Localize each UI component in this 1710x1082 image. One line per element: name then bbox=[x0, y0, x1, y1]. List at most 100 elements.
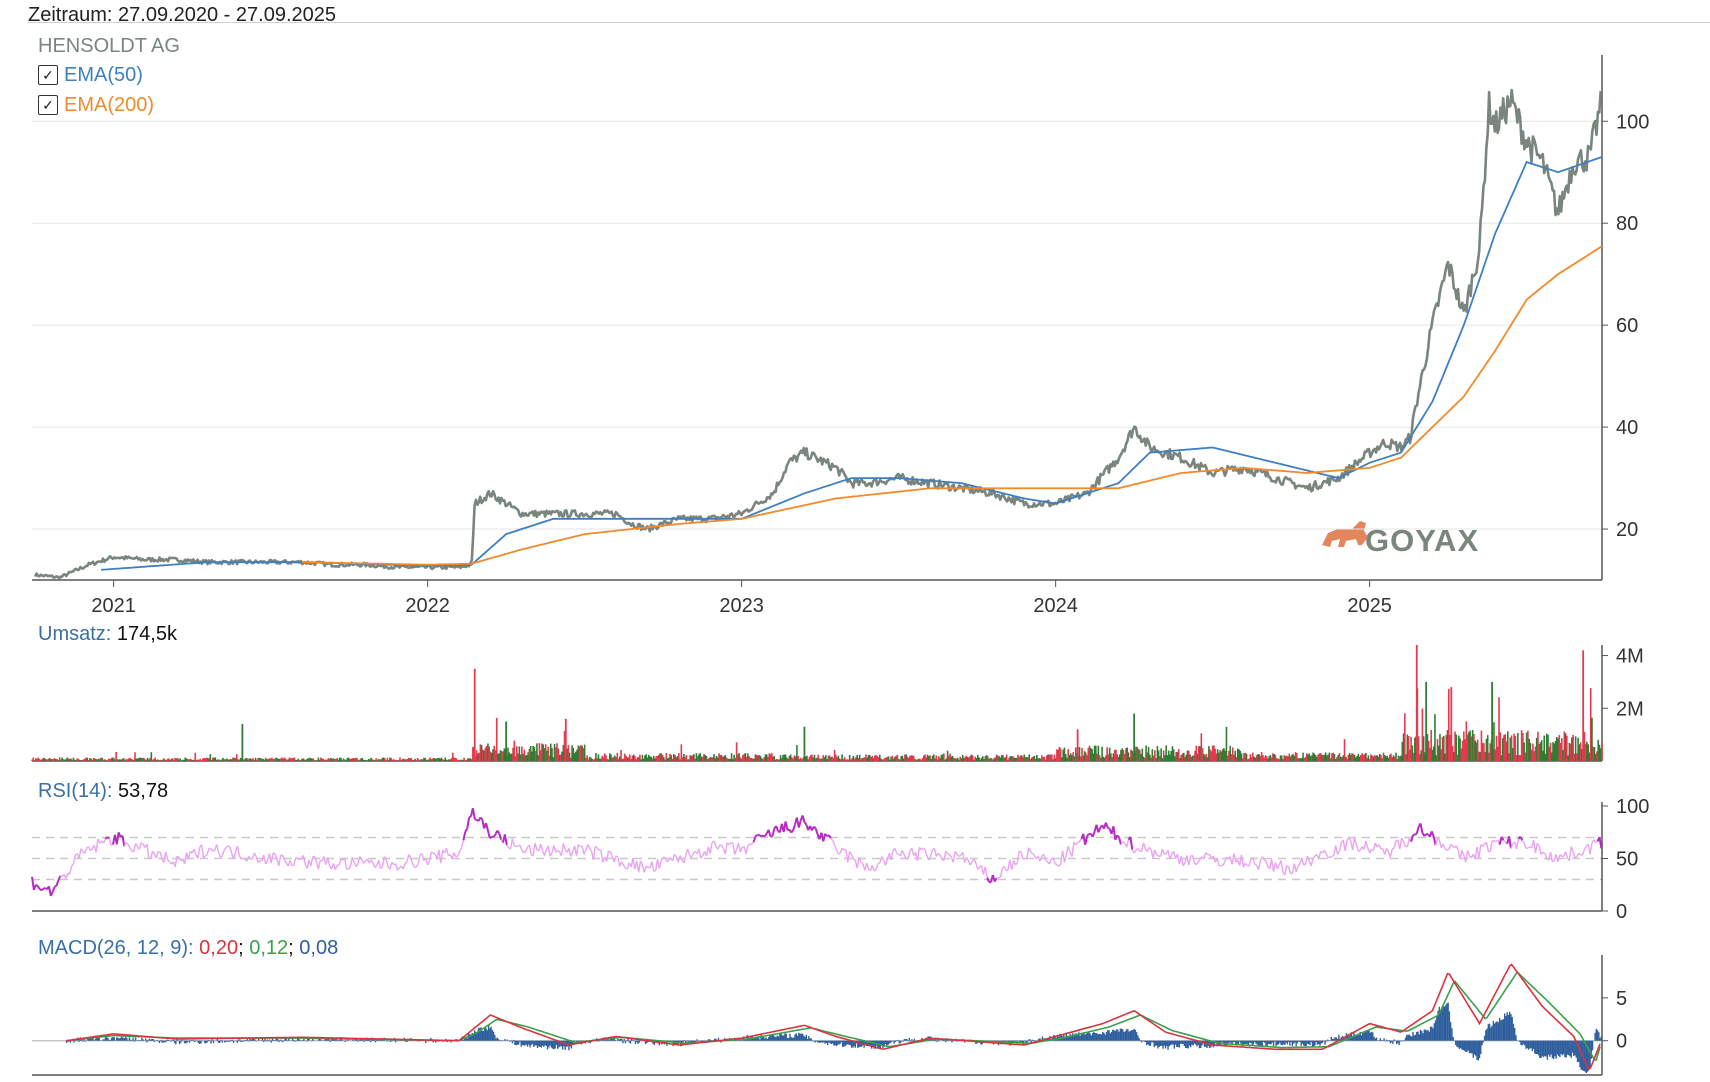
rsi-segment bbox=[1020, 851, 1024, 860]
rsi-segment bbox=[1489, 840, 1493, 852]
rsi-segment bbox=[621, 861, 625, 866]
rsi-segment bbox=[1071, 842, 1075, 857]
rsi-segment bbox=[1297, 863, 1301, 867]
rsi-segment bbox=[575, 844, 580, 856]
rsi-segment bbox=[479, 816, 484, 821]
rsi-segment bbox=[890, 850, 894, 860]
rsi-segment bbox=[803, 821, 808, 826]
rsi-segment bbox=[440, 849, 444, 864]
rsi-segment bbox=[762, 834, 766, 838]
rsi-segment bbox=[165, 851, 169, 860]
rsi-segment bbox=[1465, 850, 1469, 863]
rsi-segment bbox=[1270, 858, 1275, 872]
rsi-segment bbox=[901, 850, 905, 856]
rsi-segment bbox=[1581, 849, 1586, 856]
rsi-segment bbox=[425, 857, 429, 866]
rsi-segment bbox=[174, 856, 178, 867]
rsi-segment bbox=[822, 833, 827, 842]
y-tick-label: 4M bbox=[1616, 646, 1644, 668]
rsi-segment bbox=[1540, 851, 1544, 855]
rsi-segment bbox=[1549, 852, 1554, 862]
macd-value: 0,20 bbox=[199, 937, 239, 959]
rsi-segment bbox=[509, 838, 514, 850]
rsi-segment bbox=[528, 844, 532, 856]
rsi-segment bbox=[1450, 843, 1453, 847]
rsi-segment bbox=[394, 863, 399, 871]
rsi-segment bbox=[84, 847, 88, 854]
rsi-segment bbox=[884, 859, 889, 866]
rsi-segment bbox=[460, 840, 465, 848]
rsi-segment bbox=[1351, 837, 1356, 851]
ema50-legend-item[interactable]: ✓ EMA(50) bbox=[38, 60, 180, 90]
rsi-segment bbox=[1257, 860, 1262, 870]
rsi-segment bbox=[313, 856, 318, 862]
rsi-segment bbox=[359, 856, 363, 861]
rsi-segment bbox=[993, 877, 998, 883]
rsi-segment bbox=[747, 843, 751, 847]
rsi-segment bbox=[1402, 841, 1407, 847]
rsi-segment bbox=[140, 842, 144, 845]
rsi-segment bbox=[596, 847, 600, 851]
price-panel: 20 40 60 80 100 2021 2022 2023 2024 2025 bbox=[32, 55, 1649, 617]
rsi-segment bbox=[758, 834, 762, 837]
rsi-segment bbox=[839, 847, 843, 854]
rsi-segment bbox=[523, 851, 526, 854]
rsi-segment bbox=[176, 855, 180, 858]
rsi-segment bbox=[933, 848, 938, 857]
rsi-segment bbox=[187, 851, 191, 860]
rsi-segment bbox=[506, 844, 510, 849]
rsi-segment bbox=[737, 843, 742, 853]
bull-logo-icon bbox=[1322, 521, 1368, 547]
rsi-segment bbox=[445, 848, 450, 856]
rsi-segment bbox=[99, 840, 103, 844]
rsi-segment bbox=[519, 845, 523, 851]
rsi-segment bbox=[200, 844, 205, 858]
rsi-segment bbox=[1169, 853, 1173, 860]
rsi-segment bbox=[310, 856, 314, 867]
rsi-segment bbox=[1593, 839, 1597, 843]
ema200-checkbox[interactable]: ✓ bbox=[38, 95, 58, 115]
rsi-segment bbox=[1018, 850, 1022, 853]
rsi-segment bbox=[1052, 857, 1056, 864]
rsi-segment bbox=[129, 847, 133, 852]
rsi-segment bbox=[728, 842, 732, 846]
rsi-segment bbox=[49, 891, 54, 897]
rsi-segment bbox=[734, 848, 738, 855]
rsi-segment bbox=[428, 851, 433, 861]
rsi-segment bbox=[920, 847, 924, 851]
rsi-segment bbox=[877, 862, 881, 865]
rsi-segment bbox=[764, 832, 768, 837]
y-tick-label: 100 bbox=[1616, 111, 1649, 133]
rsi-segment bbox=[1355, 844, 1360, 852]
rsi-segment bbox=[251, 852, 255, 860]
rsi-segment bbox=[391, 861, 395, 866]
rsi-segment bbox=[1437, 837, 1440, 841]
rsi-segment bbox=[847, 851, 851, 863]
rsi-segment bbox=[594, 845, 598, 849]
rsi-segment bbox=[383, 856, 387, 861]
rsi-segment bbox=[698, 848, 702, 859]
rsi-segment bbox=[965, 857, 969, 861]
rsi-segment bbox=[651, 861, 655, 872]
rsi-segment bbox=[1205, 852, 1209, 856]
rsi-segment bbox=[159, 851, 163, 860]
y-tick-label: 60 bbox=[1616, 315, 1638, 337]
rsi-segment bbox=[240, 857, 244, 860]
rsi-segment bbox=[1401, 837, 1405, 843]
y-tick-label: 80 bbox=[1616, 213, 1638, 235]
rsi-segment bbox=[389, 862, 393, 870]
rsi-segment bbox=[1589, 842, 1593, 855]
rsi-segment bbox=[683, 855, 687, 864]
rsi-segment bbox=[151, 850, 156, 855]
y-tick-label: 20 bbox=[1616, 519, 1638, 541]
ema50-checkbox[interactable]: ✓ bbox=[38, 65, 58, 85]
rsi-segment bbox=[553, 845, 557, 853]
ema200-legend-item[interactable]: ✓ EMA(200) bbox=[38, 90, 180, 120]
rsi-segment bbox=[1086, 833, 1090, 837]
rsi-segment bbox=[963, 857, 968, 863]
rsi-segment bbox=[212, 849, 215, 852]
rsi-segment bbox=[767, 829, 772, 837]
rsi-segment bbox=[1222, 862, 1226, 866]
rsi-segment bbox=[943, 851, 947, 861]
rsi-segment bbox=[1459, 850, 1463, 860]
